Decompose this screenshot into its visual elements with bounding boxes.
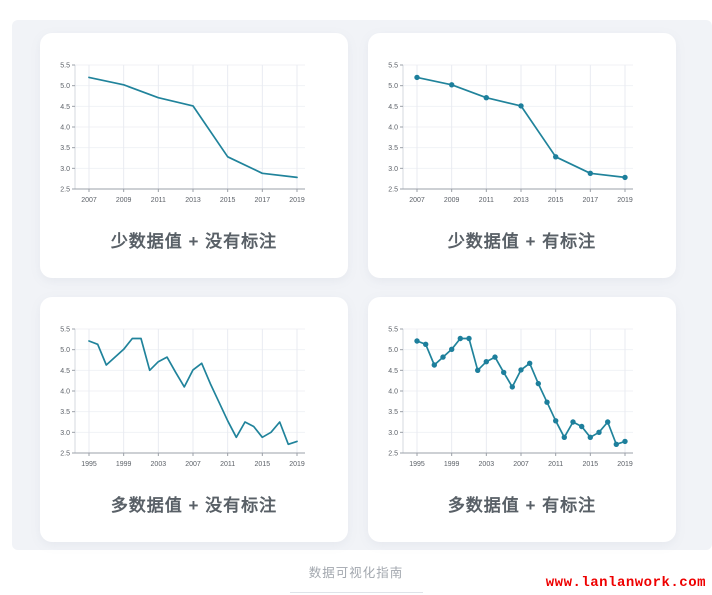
svg-text:2011: 2011 — [479, 197, 494, 204]
svg-text:5.0: 5.0 — [60, 83, 70, 90]
svg-text:4.5: 4.5 — [60, 368, 70, 375]
svg-text:1999: 1999 — [444, 461, 460, 468]
svg-text:5.5: 5.5 — [388, 327, 398, 334]
svg-text:2007: 2007 — [513, 461, 529, 468]
svg-text:2011: 2011 — [151, 197, 166, 204]
svg-text:5.0: 5.0 — [388, 347, 398, 354]
svg-text:4.5: 4.5 — [388, 368, 398, 375]
svg-text:5.0: 5.0 — [60, 347, 70, 354]
svg-text:2015: 2015 — [255, 461, 271, 468]
svg-text:5.5: 5.5 — [60, 327, 70, 334]
svg-text:4.0: 4.0 — [60, 389, 70, 396]
svg-text:2009: 2009 — [444, 197, 460, 204]
svg-text:4.0: 4.0 — [60, 125, 70, 132]
svg-text:2.5: 2.5 — [60, 187, 70, 194]
svg-text:3.0: 3.0 — [388, 166, 398, 173]
chart-many-values-labeled: 2.5 3.0 3.5 4.0 4.5 5.0 5.5 1995 1999 2003 2007 201… — [377, 323, 667, 473]
svg-text:3.5: 3.5 — [60, 145, 70, 152]
line-chart: 2.5 3.0 3.5 4.0 4.5 5.0 5.5 1995 1999 2003 2007 201… — [388, 327, 633, 468]
svg-text:4.0: 4.0 — [388, 125, 398, 132]
svg-text:2013: 2013 — [513, 197, 529, 204]
svg-text:5.0: 5.0 — [388, 83, 398, 90]
svg-text:2019: 2019 — [289, 461, 305, 468]
svg-text:2.5: 2.5 — [388, 451, 398, 458]
line-chart: 2.5 3.0 3.5 4.0 4.5 5.0 5.5 2007 2009 2011 2013 201… — [388, 63, 633, 204]
svg-text:2007: 2007 — [81, 197, 97, 204]
svg-text:2019: 2019 — [617, 461, 633, 468]
svg-text:3.5: 3.5 — [388, 145, 398, 152]
card-many-values-labeled: 2.5 3.0 3.5 4.0 4.5 5.0 5.5 1995 1999 2003 2007 201… — [368, 297, 676, 542]
card-few-values-labeled: 2.5 3.0 3.5 4.0 4.5 5.0 5.5 2007 2009 2011 2013 201… — [368, 33, 676, 278]
svg-text:2.5: 2.5 — [60, 451, 70, 458]
svg-text:2007: 2007 — [185, 461, 201, 468]
svg-text:5.5: 5.5 — [388, 63, 398, 70]
svg-text:2017: 2017 — [583, 197, 599, 204]
line-chart: 2.5 3.0 3.5 4.0 4.5 5.0 5.5 1995 1999 2003 2007 201… — [60, 327, 305, 468]
svg-text:2007: 2007 — [409, 197, 425, 204]
card-caption: 少数据值 + 没有标注 — [110, 232, 278, 251]
watermark-url: www.lanlanwork.com — [545, 575, 706, 591]
svg-text:2013: 2013 — [185, 197, 201, 204]
chart-many-values-plain: 2.5 3.0 3.5 4.0 4.5 5.0 5.5 1995 1999 2003 2007 201… — [49, 323, 339, 473]
card-few-values-plain: 2.5 3.0 3.5 4.0 4.5 5.0 5.5 2007 2009 2011 2013 201… — [40, 33, 348, 278]
svg-text:2017: 2017 — [255, 197, 271, 204]
line-chart: 2.5 3.0 3.5 4.0 4.5 5.0 5.5 2007 2009 2011 2013 201… — [60, 63, 305, 204]
card-caption: 多数据值 + 没有标注 — [110, 496, 278, 515]
svg-text:4.5: 4.5 — [60, 104, 70, 111]
svg-text:2003: 2003 — [479, 461, 495, 468]
card-caption: 多数据值 + 有标注 — [447, 496, 597, 515]
svg-text:3.5: 3.5 — [388, 409, 398, 416]
svg-text:1995: 1995 — [81, 461, 97, 468]
svg-text:3.5: 3.5 — [60, 409, 70, 416]
svg-text:2015: 2015 — [220, 197, 236, 204]
svg-text:1999: 1999 — [116, 461, 132, 468]
svg-text:3.0: 3.0 — [388, 430, 398, 437]
svg-text:4.0: 4.0 — [388, 389, 398, 396]
svg-text:3.0: 3.0 — [60, 430, 70, 437]
svg-text:2015: 2015 — [548, 197, 564, 204]
svg-text:2011: 2011 — [548, 461, 563, 468]
svg-text:2019: 2019 — [617, 197, 633, 204]
svg-text:2003: 2003 — [151, 461, 167, 468]
svg-text:2009: 2009 — [116, 197, 132, 204]
card-many-values-plain: 2.5 3.0 3.5 4.0 4.5 5.0 5.5 1995 1999 2003 2007 201… — [40, 297, 348, 542]
svg-text:3.0: 3.0 — [60, 166, 70, 173]
svg-text:1995: 1995 — [409, 461, 425, 468]
svg-text:2011: 2011 — [220, 461, 235, 468]
svg-text:2.5: 2.5 — [388, 187, 398, 194]
footer-divider — [290, 592, 423, 593]
chart-few-values-plain: 2.5 3.0 3.5 4.0 4.5 5.0 5.5 2007 2009 2011 2013 201… — [49, 59, 339, 209]
svg-text:5.5: 5.5 — [60, 63, 70, 70]
svg-text:4.5: 4.5 — [388, 104, 398, 111]
svg-text:2015: 2015 — [583, 461, 599, 468]
svg-text:2019: 2019 — [289, 197, 305, 204]
footer-caption: 数据可视化指南 — [308, 566, 404, 580]
chart-few-values-labeled: 2.5 3.0 3.5 4.0 4.5 5.0 5.5 2007 2009 2011 2013 201… — [377, 59, 667, 209]
card-caption: 少数据值 + 有标注 — [447, 232, 597, 251]
